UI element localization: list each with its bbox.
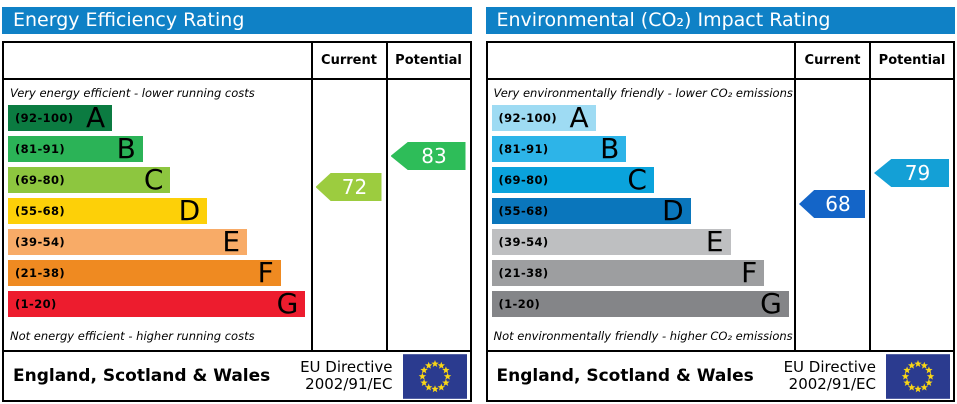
band-a-range: (92-100) <box>498 111 557 125</box>
band-d-range: (55-68) <box>15 204 66 218</box>
eu-directive-line2: 2002/91/EC <box>305 375 393 393</box>
band-a-letter: A <box>86 101 106 134</box>
band-f: (21-38) F <box>491 256 765 289</box>
band-f: (21-38) F <box>8 256 281 289</box>
band-e-letter: E <box>222 225 241 258</box>
potential-rating-arrow: 83 <box>390 142 466 170</box>
band-e: (39-54) E <box>491 225 731 258</box>
potential-value-cell: 83 <box>385 80 470 350</box>
potential-rating-arrow: 79 <box>874 159 949 187</box>
band-g: (1-20) G <box>491 287 789 320</box>
eu-directive-line1: EU Directive <box>783 357 876 376</box>
current-rating-value: 72 <box>341 175 368 199</box>
band-b: (81-91) B <box>491 132 627 165</box>
band-g-letter: G <box>760 287 782 320</box>
band-f-range: (21-38) <box>498 266 549 280</box>
column-header-row: Current Potential <box>4 43 470 80</box>
current-rating-value: 68 <box>825 192 851 216</box>
energy-panel-title: Energy Efficiency Rating <box>2 7 472 34</box>
eu-directive-label: EU Directive 2002/91/EC <box>300 357 393 394</box>
band-c-letter: C <box>143 163 164 196</box>
potential-rating-value: 83 <box>421 144 447 168</box>
rating-scale-row: Very environmentally friendly - lower CO… <box>487 80 953 352</box>
rating-bands: Very energy efficient - lower running co… <box>4 80 311 350</box>
band-e-range: (39-54) <box>498 235 549 249</box>
band-b-letter: B <box>116 132 136 165</box>
bottom-caption: Not environmentally friendly - higher CO… <box>493 328 793 343</box>
rating-scale-row: Very energy efficient - lower running co… <box>4 80 470 352</box>
band-b-range: (81-91) <box>15 142 66 156</box>
environmental-panel-title: Environmental (CO₂) Impact Rating <box>485 7 955 34</box>
eu-directive-label: EU Directive 2002/91/EC <box>783 357 876 394</box>
top-caption: Very energy efficient - lower running co… <box>10 85 255 100</box>
band-g-range: (1-20) <box>498 297 541 311</box>
band-b-range: (81-91) <box>498 142 549 156</box>
band-a-range: (92-100) <box>15 111 74 125</box>
rating-bands: Very environmentally friendly - lower CO… <box>488 80 795 350</box>
band-f-range: (21-38) <box>15 266 66 280</box>
band-f-letter: F <box>741 256 758 289</box>
band-c-letter: C <box>627 163 647 196</box>
band-a-letter: A <box>569 101 589 134</box>
top-caption: Very environmentally friendly - lower CO… <box>493 85 793 100</box>
band-d-letter: D <box>662 194 684 227</box>
footer: England, Scotland & Wales EU Directive 2… <box>488 352 954 400</box>
band-f-letter: F <box>257 256 274 289</box>
band-a: (92-100) A <box>8 101 113 134</box>
empty-header-cell <box>4 43 311 78</box>
band-c-range: (69-80) <box>498 173 549 187</box>
band-g-letter: G <box>276 287 299 320</box>
band-c: (69-80) C <box>8 163 171 196</box>
eu-directive-line1: EU Directive <box>300 357 393 376</box>
band-d-range: (55-68) <box>498 204 549 218</box>
potential-rating-value: 79 <box>904 161 931 185</box>
band-d: (55-68) D <box>491 194 691 227</box>
potential-column-header: Potential <box>385 43 470 78</box>
band-a: (92-100) A <box>491 101 596 134</box>
region-label: England, Scotland & Wales <box>13 366 271 386</box>
eu-directive-line2: 2002/91/EC <box>788 375 876 393</box>
empty-header-cell <box>488 43 795 78</box>
band-g: (1-20) G <box>8 287 306 320</box>
band-g-range: (1-20) <box>15 297 57 311</box>
eu-flag-icon <box>886 353 950 399</box>
energy-efficiency-rating-panel: Energy Efficiency Rating Current Potenti… <box>2 2 472 402</box>
band-b: (81-91) B <box>8 132 143 165</box>
band-b-letter: B <box>600 132 620 165</box>
current-value-cell: 72 <box>310 80 386 350</box>
environmental-impact-rating-panel: Environmental (CO₂) Impact Rating Curren… <box>485 2 955 402</box>
region-label: England, Scotland & Wales <box>496 366 754 386</box>
band-e: (39-54) E <box>8 225 248 258</box>
environmental-rating-table: Current Potential Very environmentally f… <box>485 41 955 402</box>
current-value-cell: 68 <box>794 80 869 350</box>
band-d-letter: D <box>178 194 201 227</box>
current-rating-arrow: 72 <box>315 173 382 201</box>
band-c-range: (69-80) <box>15 173 66 187</box>
footer: England, Scotland & Wales EU Directive 2… <box>4 352 470 400</box>
column-header-row: Current Potential <box>487 43 953 80</box>
current-rating-arrow: 68 <box>799 190 865 218</box>
bottom-caption: Not energy efficient - higher running co… <box>10 328 255 343</box>
eu-flag-icon <box>402 353 467 399</box>
band-e-letter: E <box>705 225 724 258</box>
band-c: (69-80) C <box>491 163 654 196</box>
current-column-header: Current <box>794 43 869 78</box>
potential-value-cell: 79 <box>869 80 953 350</box>
current-column-header: Current <box>310 43 386 78</box>
band-e-range: (39-54) <box>15 235 66 249</box>
potential-column-header: Potential <box>869 43 953 78</box>
band-d: (55-68) D <box>8 194 208 227</box>
energy-rating-table: Current Potential Very energy efficient … <box>2 41 472 402</box>
